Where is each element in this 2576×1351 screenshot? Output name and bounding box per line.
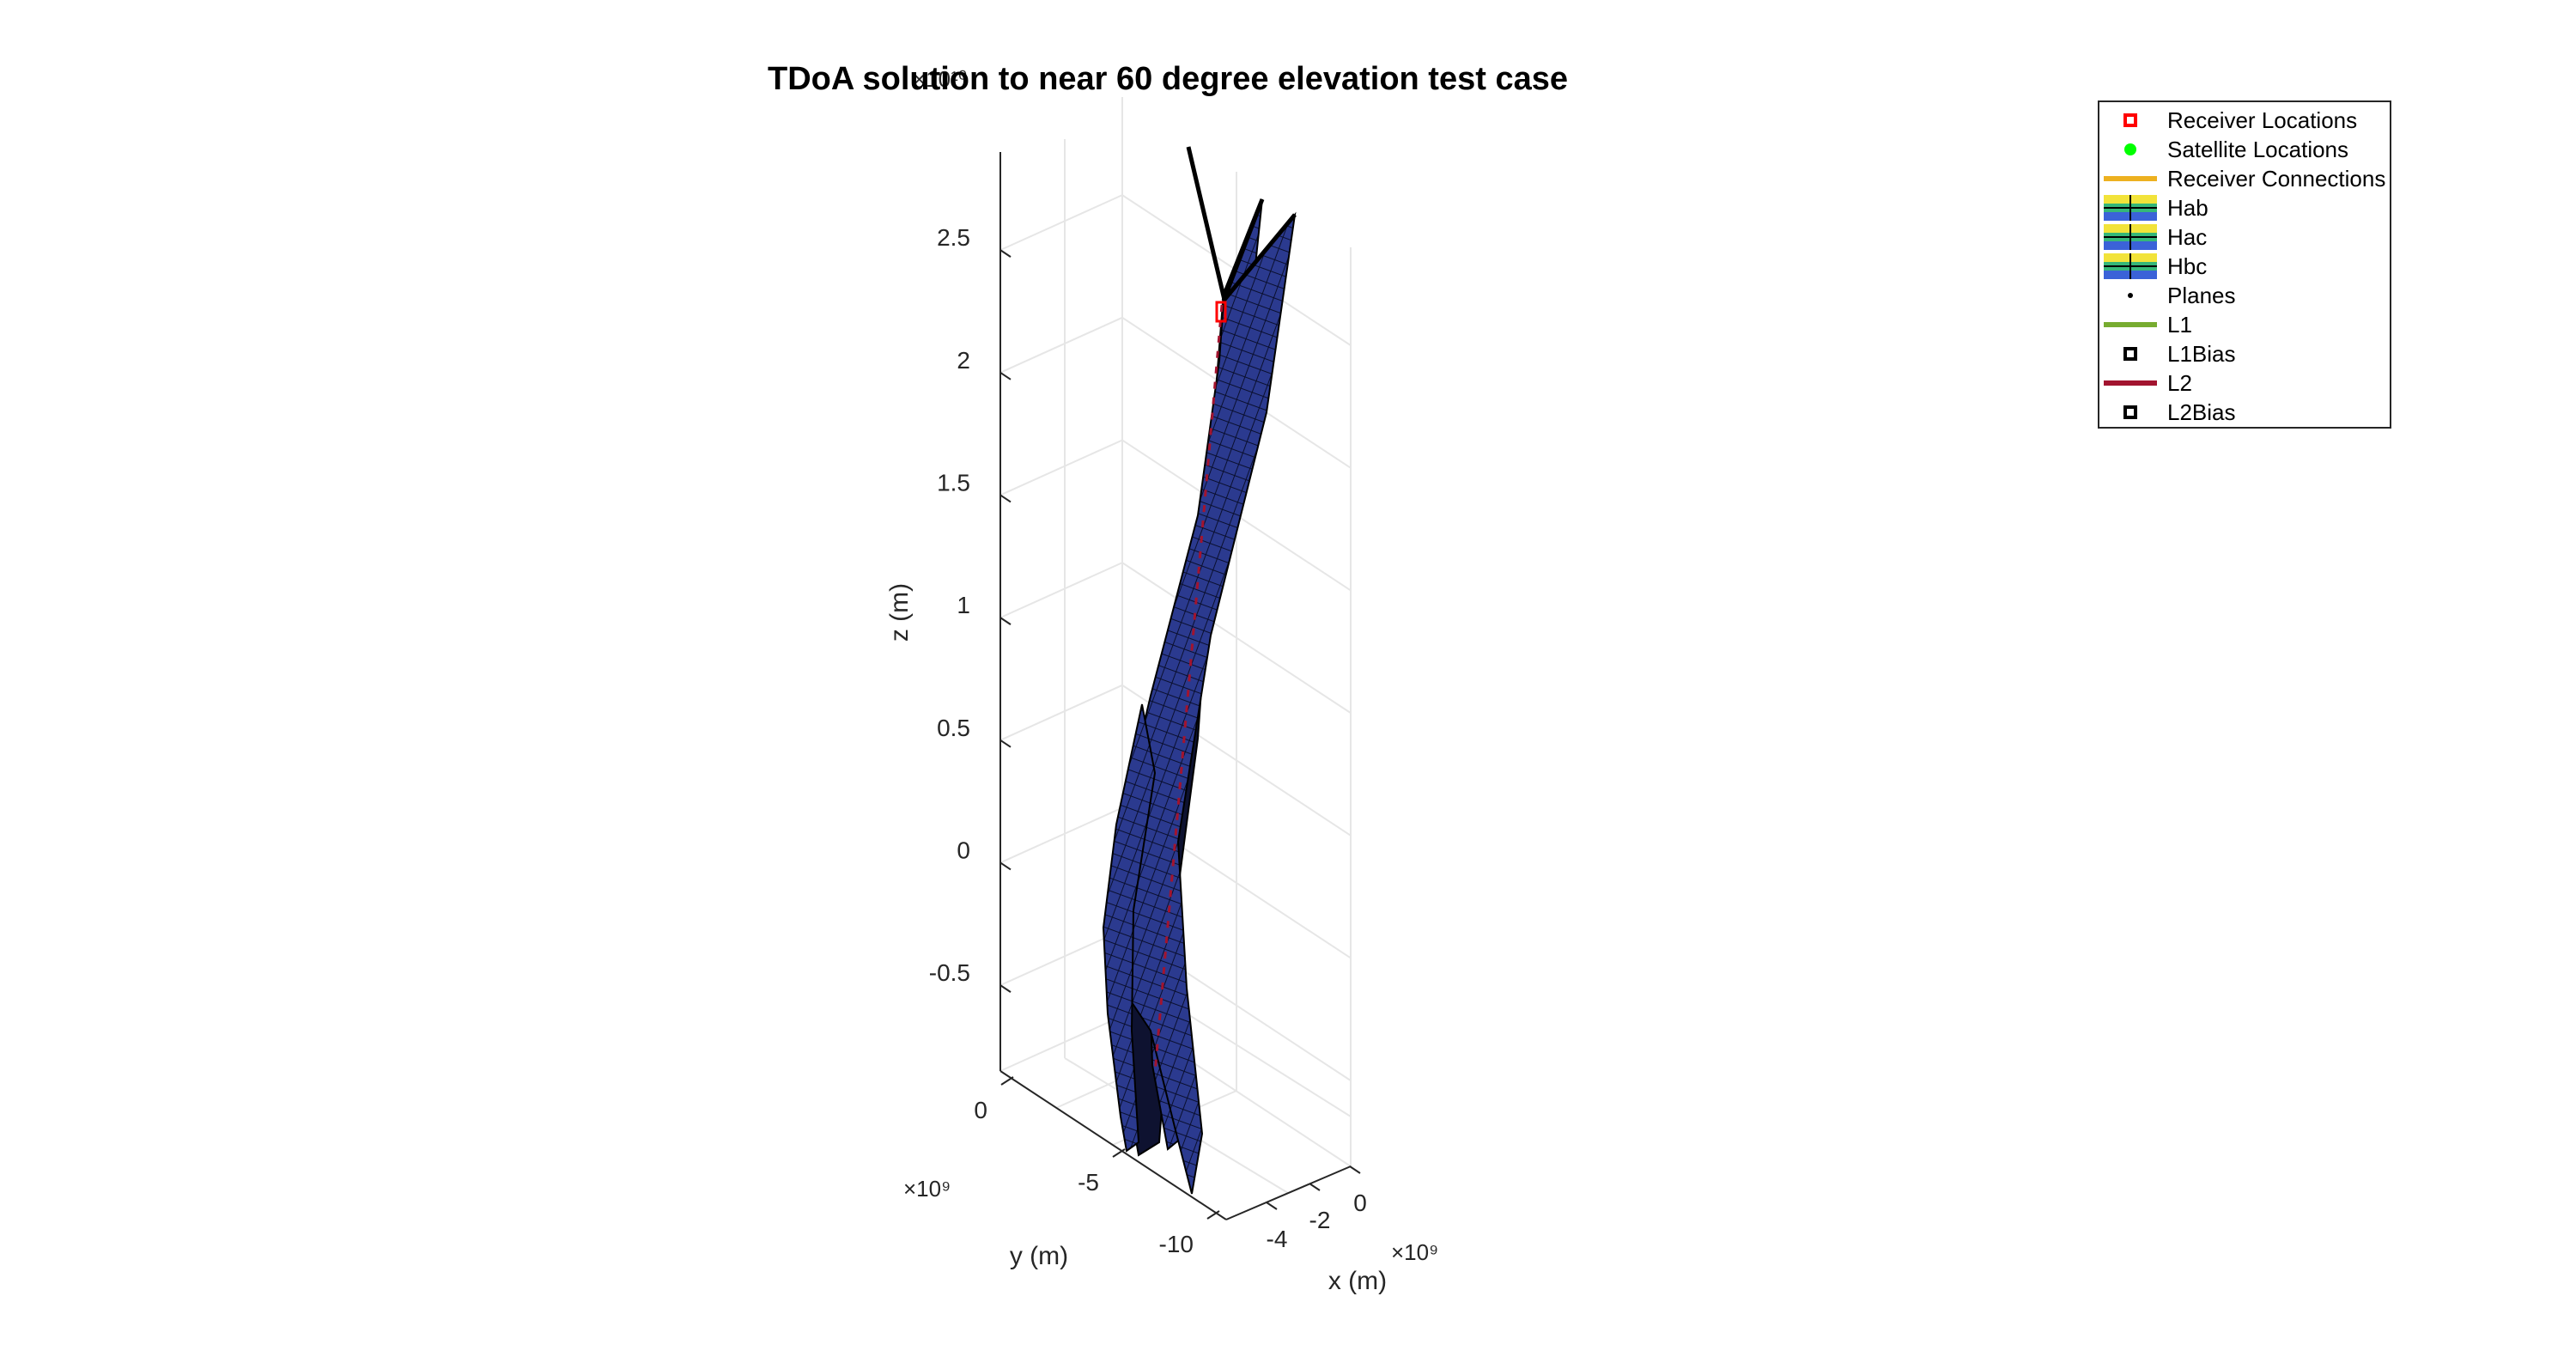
x-tick-mark: [1309, 1183, 1321, 1191]
y-tick-mark: [1112, 1148, 1126, 1158]
z-tick-label: 0.5: [937, 715, 970, 741]
z-tick-mark: [999, 861, 1012, 871]
legend-label: L2Bias: [2167, 399, 2236, 425]
legend-item: L1Bias: [2123, 341, 2236, 367]
legend-label: Receiver Locations: [2167, 107, 2357, 133]
legend-square-marker: [2123, 405, 2137, 419]
legend-square-marker: [2123, 347, 2137, 361]
z-tick-mark: [999, 739, 1012, 748]
x-tick-mark: [1349, 1165, 1361, 1174]
legend-label: Hbc: [2167, 253, 2207, 279]
legend-item: L2Bias: [2123, 399, 2236, 425]
legend-label: Planes: [2167, 283, 2236, 308]
z-tick-label: 1.5: [937, 469, 970, 496]
l2-line: [1153, 304, 1224, 1074]
legend-item: L2: [2104, 370, 2192, 396]
z-tick-label: -0.5: [929, 959, 970, 986]
legend-label: Satellite Locations: [2167, 137, 2348, 162]
x-tick-label: 0: [1353, 1190, 1367, 1216]
z-gridline: [999, 316, 1352, 469]
x-axis-label: x (m): [1328, 1267, 1387, 1295]
legend-item: Satellite Locations: [2124, 137, 2348, 162]
z-gridline: [999, 439, 1352, 592]
y-tick-mark: [1000, 1076, 1014, 1086]
z-tick-label: 0: [957, 837, 970, 863]
legend-item: Receiver Connections: [2104, 166, 2385, 192]
legend-label: L2: [2167, 370, 2192, 396]
y-tick-label: -5: [1078, 1169, 1099, 1196]
z-tick-label: 1: [957, 592, 970, 618]
legend-circle-marker: [2124, 143, 2136, 155]
z-axis-exponent: ×10¹⁰: [913, 66, 967, 92]
x-axis-exponent: ×10⁹: [1391, 1239, 1438, 1265]
z-tick-mark: [999, 984, 1012, 993]
legend-square-marker: [2123, 113, 2137, 127]
legend-item: Hbc: [2104, 253, 2207, 279]
legend-item: L1: [2104, 312, 2192, 338]
surface-edge: [1186, 146, 1297, 304]
y-tick-label: -10: [1159, 1231, 1194, 1257]
surface-hab-lower: [1102, 703, 1157, 1153]
z-tick-mark: [999, 249, 1012, 258]
tick-labels: -0.5 0 0.5 1 1.5 2 2.5 -10 -5 0 -4 -2 0: [929, 224, 1367, 1257]
receiver-marker: [1215, 301, 1227, 323]
z-tick-label: 2: [957, 347, 970, 374]
surface-hbc: [1104, 211, 1297, 1195]
hyperboloid-surfaces: [1102, 146, 1297, 1195]
z-tick-label: 2.5: [937, 224, 970, 251]
floor-gridline: [999, 1015, 1123, 1072]
x-axis-line: [1225, 1165, 1352, 1220]
z-tick-mark: [999, 371, 1012, 380]
z-gridline: [999, 193, 1352, 346]
legend-label: L1Bias: [2167, 341, 2236, 367]
legend-label: Receiver Connections: [2167, 166, 2385, 192]
y-tick-label: 0: [974, 1097, 987, 1123]
legend-item: Hab: [2104, 195, 2208, 221]
x-tick-label: -4: [1267, 1226, 1288, 1252]
x-tick-mark: [1266, 1202, 1278, 1210]
y-tick-mark: [1206, 1210, 1220, 1220]
chart-title: TDoA solution to near 60 degree elevatio…: [768, 61, 1568, 97]
y-axis-label: y (m): [1010, 1242, 1068, 1270]
legend-dot-marker: [2128, 293, 2133, 298]
floor-gridline: [1158, 995, 1352, 1117]
axes: [999, 152, 1361, 1220]
legend-item: Planes: [2128, 283, 2236, 308]
x-tick-label: -2: [1309, 1207, 1331, 1233]
y-axis-exponent: ×10⁹: [903, 1176, 951, 1202]
legend-label: Hab: [2167, 195, 2208, 221]
z-tick-mark: [999, 617, 1012, 625]
y-axis-line: [999, 1070, 1227, 1220]
z-axis-label: z (m): [885, 583, 914, 642]
legend-item: Receiver Locations: [2123, 107, 2357, 133]
legend-label: L1: [2167, 312, 2192, 338]
legend: Receiver Locations Satellite Locations Rec…: [2098, 100, 2391, 429]
legend-label: Hac: [2167, 224, 2207, 250]
z-tick-mark: [999, 494, 1012, 503]
legend-item: Hac: [2104, 224, 2207, 250]
